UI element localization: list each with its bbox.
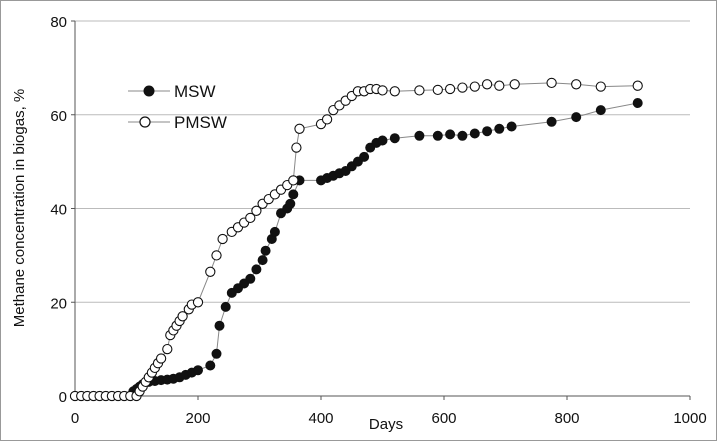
y-tick-label: 80: [50, 14, 67, 31]
y-axis-label: Methane concentration in biogas, %: [11, 89, 28, 327]
axes: [71, 20, 691, 400]
data-point-pmsw: [414, 85, 425, 96]
data-point-msw: [192, 365, 203, 376]
gridlines: [75, 20, 690, 303]
data-point-pmsw: [177, 311, 188, 322]
data-point-msw: [494, 123, 505, 134]
x-axis-label: Days: [369, 416, 403, 433]
legend-item-pmsw: PMSW: [128, 113, 227, 132]
x-tick-label: 0: [71, 410, 79, 427]
data-point-pmsw: [469, 81, 480, 92]
data-point-msw: [377, 135, 388, 146]
y-tick-label: 60: [50, 108, 67, 125]
data-point-msw: [506, 121, 517, 132]
legend-label-msw: MSW: [174, 82, 216, 101]
data-point-pmsw: [595, 81, 606, 92]
data-point-msw: [482, 126, 493, 137]
data-point-pmsw: [217, 233, 228, 245]
series-pmsw: [69, 77, 643, 402]
data-point-msw: [359, 151, 370, 162]
data-point-pmsw: [457, 82, 468, 93]
data-point-msw: [571, 112, 582, 123]
data-point-msw: [257, 255, 268, 266]
x-tick-label: 600: [431, 410, 456, 427]
data-point-pmsw: [389, 86, 400, 97]
data-point-msw: [245, 273, 256, 284]
data-point-msw: [285, 198, 296, 209]
data-point-pmsw: [377, 85, 388, 96]
legend-marker-pmsw: [139, 116, 151, 128]
data-point-pmsw: [155, 353, 167, 364]
data-point-pmsw: [546, 77, 557, 89]
data-point-msw: [251, 264, 262, 275]
data-point-msw: [288, 189, 299, 200]
x-tick-label: 800: [554, 410, 579, 427]
x-tick-label: 1000: [673, 410, 706, 427]
data-point-pmsw: [432, 84, 443, 96]
data-point-msw: [445, 129, 456, 140]
legend-marker-msw: [143, 85, 155, 97]
data-point-msw: [546, 116, 557, 127]
data-point-pmsw: [162, 343, 173, 355]
data-point-pmsw: [481, 79, 493, 90]
data-point-msw: [220, 301, 231, 312]
x-tick-label: 200: [185, 410, 210, 427]
legend-label-pmsw: PMSW: [174, 113, 227, 132]
data-point-msw: [211, 348, 222, 359]
x-tick-label: 400: [308, 410, 333, 427]
data-point-pmsw: [245, 212, 256, 224]
data-point-msw: [269, 226, 280, 237]
data-point-pmsw: [205, 266, 216, 277]
data-point-pmsw: [509, 79, 520, 90]
data-point-pmsw: [632, 80, 643, 91]
data-point-msw: [632, 98, 643, 109]
data-point-pmsw: [211, 250, 222, 261]
data-point-pmsw: [291, 142, 302, 153]
data-point-msw: [414, 130, 425, 141]
legend: MSW PMSW: [128, 82, 227, 132]
data-point-pmsw: [321, 114, 333, 125]
data-point-msw: [205, 360, 216, 371]
data-point-msw: [457, 130, 468, 141]
data-point-msw: [260, 245, 271, 256]
y-tick-label: 0: [59, 389, 67, 406]
y-tick-label: 40: [50, 202, 67, 219]
legend-item-msw: MSW: [128, 82, 216, 101]
data-point-pmsw: [288, 175, 299, 186]
y-tick-label: 20: [50, 295, 67, 312]
data-point-pmsw: [571, 79, 582, 90]
data-point-msw: [432, 130, 443, 141]
data-point-pmsw: [444, 83, 456, 95]
data-point-msw: [389, 133, 400, 144]
data-point-pmsw: [294, 123, 305, 134]
data-point-msw: [469, 128, 480, 139]
data-point-pmsw: [251, 205, 262, 216]
series: [69, 77, 643, 402]
data-point-pmsw: [192, 297, 204, 308]
data-point-msw: [214, 320, 225, 331]
data-point-pmsw: [494, 80, 505, 91]
data-point-msw: [595, 105, 606, 116]
